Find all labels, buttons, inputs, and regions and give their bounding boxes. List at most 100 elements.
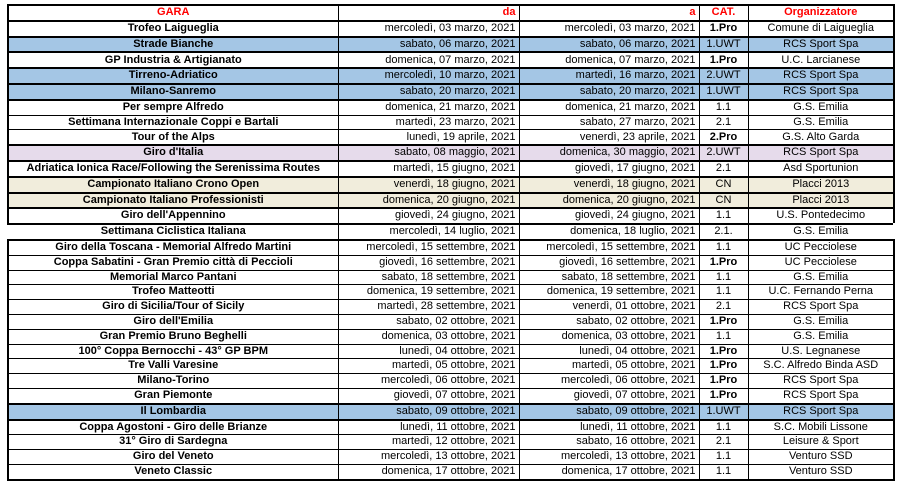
category-cell: 1.1 [698,328,749,345]
date-to-cell: venerdì, 01 ottobre, 2021 [518,299,700,315]
date-from-cell: sabato, 18 settembre, 2021 [337,269,520,286]
table-row: Gran Premio Bruno Beghelli domenica, 03 o… [7,328,895,345]
organizer-cell: Venturo SSD [747,449,895,465]
date-from-cell: domenica, 21 marzo, 2021 [337,99,520,116]
table-row: Giro dell'Appennino giovedì, 24 giugno, 2… [7,207,895,225]
category-cell: 1.Pro [698,343,749,360]
organizer-cell: U.S. Pontedecimo [747,207,895,225]
category-cell: 2.UWT [698,67,749,85]
date-to-cell: domenica, 17 ottobre, 2021 [518,463,700,481]
table-row: Campionato Italiano Professionisti domeni… [7,191,895,210]
date-from-cell: giovedì, 07 ottobre, 2021 [337,387,520,405]
category-cell: 1.Pro [698,313,749,330]
table-row: Tre Valli Varesine martedì, 05 ottobre, 2… [7,358,895,375]
race-name-cell: Gran Piemonte [7,387,339,405]
organizer-cell: Placci 2013 [747,175,895,194]
date-to-cell: domenica, 21 marzo, 2021 [518,99,700,116]
date-to-cell: domenica, 20 giugno, 2021 [518,191,700,210]
race-name-cell: Il Lombardia [7,402,339,421]
table-body: Trofeo Laigueglia mercoledì, 03 marzo, 20… [7,20,895,481]
organizer-cell: Venturo SSD [747,463,895,481]
organizer-cell: G.S. Emilia [747,99,895,116]
organizer-cell: UC Pecciolese [747,239,895,256]
category-cell: 1.Pro [698,20,749,38]
date-from-cell: domenica, 20 giugno, 2021 [337,191,520,210]
organizer-cell: U.C. Fernando Perna [747,284,895,301]
table-row: Trofeo Laigueglia mercoledì, 03 marzo, 20… [7,20,895,38]
table-row: Memorial Marco Pantani sabato, 18 settemb… [7,269,895,286]
organizer-cell: S.C. Alfredo Binda ASD [747,358,895,375]
table-row: Giro d'Italia sabato, 08 maggio, 2021 dome… [7,144,895,162]
date-to-cell: sabato, 16 ottobre, 2021 [518,434,700,451]
table-row: Giro del Veneto mercoledì, 13 ottobre, 20… [7,449,895,465]
race-name-cell: Milano-Torino [7,373,339,389]
col-header-date-to: a [518,4,700,22]
col-header-category: CAT. [698,4,749,22]
category-cell: 1.Pro [698,254,749,271]
date-from-cell: domenica, 19 settembre, 2021 [337,284,520,301]
header-row: GARA da a CAT. Organizzatore [7,4,895,22]
category-cell: 2.1 [698,299,749,315]
category-cell: 1.Pro [698,51,749,69]
race-name-cell: Giro della Toscana - Memorial Alfredo Ma… [7,239,339,256]
race-name-cell: Giro dell'Appennino [7,207,339,225]
race-name-cell: Giro di Sicilia/Tour of Sicily [7,299,339,315]
organizer-cell: RCS Sport Spa [747,144,895,162]
category-cell: 1.1 [698,99,749,116]
date-to-cell: domenica, 19 settembre, 2021 [518,284,700,301]
table-row: Per sempre Alfredo domenica, 21 marzo, 20… [7,99,895,116]
organizer-cell: Asd Sportunion [747,160,895,178]
table-row: Il Lombardia sabato, 09 ottobre, 2021 saba… [7,402,895,421]
date-from-cell: sabato, 08 maggio, 2021 [337,144,520,162]
category-cell: 1.Pro [698,387,749,405]
organizer-cell: G.S. Emilia [747,269,895,286]
race-name-cell: Trofeo Matteotti [7,284,339,301]
date-to-cell: mercoledì, 13 ottobre, 2021 [518,449,700,465]
organizer-cell: G.S. Alto Garda [747,129,895,146]
date-from-cell: domenica, 03 ottobre, 2021 [337,328,520,345]
category-cell: 2.1 [698,434,749,451]
col-header-organizer: Organizzatore [747,4,895,22]
organizer-cell: S.C. Mobili Lissone [747,419,895,436]
race-name-cell: Per sempre Alfredo [7,99,339,116]
date-to-cell: lunedì, 04 ottobre, 2021 [518,343,700,360]
organizer-cell: UC Pecciolese [747,254,895,271]
table-row: Settimana Ciclistica Italiana mercoledì, … [7,223,895,241]
date-from-cell: mercoledì, 10 marzo, 2021 [337,67,520,85]
date-from-cell: sabato, 06 marzo, 2021 [337,35,520,54]
category-cell: 1.Pro [698,373,749,389]
category-cell: 1.UWT [698,402,749,421]
category-cell: 1.UWT [698,82,749,101]
organizer-cell: Placci 2013 [747,191,895,210]
table-row: Giro di Sicilia/Tour of Sicily martedì, 2… [7,299,895,315]
date-from-cell: mercoledì, 15 settembre, 2021 [337,239,520,256]
category-cell: 2.1 [698,114,749,131]
race-name-cell: GP Industria & Artigianato [7,51,339,69]
table-row: Coppa Agostoni - Giro delle Brianze luned… [7,419,895,436]
date-from-cell: mercoledì, 06 ottobre, 2021 [337,373,520,389]
date-from-cell: domenica, 07 marzo, 2021 [337,51,520,69]
category-cell: 1.1 [698,207,749,225]
race-name-cell: Tirreno-Adriatico [7,67,339,85]
race-name-cell: Coppa Sabatini - Gran Premio città di Pe… [7,254,339,271]
category-cell: 1.1 [698,419,749,436]
date-to-cell: lunedì, 11 ottobre, 2021 [518,419,700,436]
table-row: Campionato Italiano Crono Open venerdì, 1… [7,175,895,194]
date-to-cell: giovedì, 24 giugno, 2021 [518,207,700,225]
race-name-cell: 31° Giro di Sardegna [7,434,339,451]
table-row: 31° Giro di Sardegna martedì, 12 ottobre,… [7,434,895,451]
date-to-cell: mercoledì, 15 settembre, 2021 [518,239,700,256]
category-cell: 1.1 [698,239,749,256]
date-to-cell: giovedì, 07 ottobre, 2021 [518,387,700,405]
table-row: 100° Coppa Bernocchi - 43° GP BPM lunedì,… [7,343,895,360]
table-row: Milano-Sanremo sabato, 20 marzo, 2021 saba… [7,82,895,101]
date-to-cell: martedì, 05 ottobre, 2021 [518,358,700,375]
organizer-cell: G.S. Emilia [747,223,895,241]
race-name-cell: Settimana Ciclistica Italiana [7,223,339,241]
date-to-cell: sabato, 27 marzo, 2021 [518,114,700,131]
date-to-cell: giovedì, 17 giugno, 2021 [518,160,700,178]
organizer-cell: RCS Sport Spa [747,402,895,421]
date-from-cell: mercoledì, 03 marzo, 2021 [337,20,520,38]
date-from-cell: mercoledì, 13 ottobre, 2021 [337,449,520,465]
table-row: Tirreno-Adriatico mercoledì, 10 marzo, 20… [7,67,895,85]
